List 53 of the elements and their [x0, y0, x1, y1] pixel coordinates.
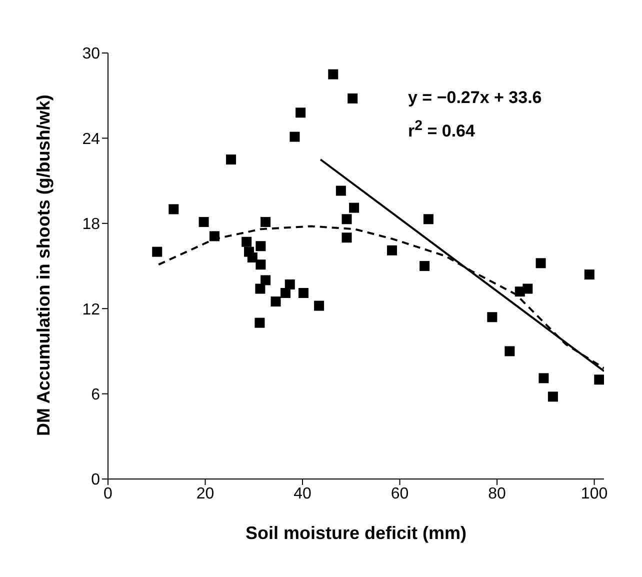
annotation: r$^{2}$ = 0.64 — [408, 118, 476, 142]
y-tick-label: 18 — [82, 216, 100, 234]
y-tick-label: 24 — [82, 130, 100, 148]
x-axis-title: Soil moisture deficit (mm) — [245, 523, 467, 543]
point — [348, 93, 358, 104]
point — [548, 392, 558, 402]
point — [314, 300, 324, 311]
point — [255, 284, 266, 294]
point — [260, 216, 271, 227]
x-tick-label: 0 — [104, 485, 113, 502]
point — [296, 108, 306, 118]
x-tick-label: 40 — [294, 485, 312, 502]
point — [342, 232, 352, 243]
x-tick-label: 80 — [488, 485, 506, 502]
point — [168, 204, 179, 214]
annotation: y = −0.27x + 33.6 — [408, 88, 542, 108]
y-tick-label: 30 — [82, 46, 100, 63]
point — [536, 258, 546, 268]
point — [290, 132, 300, 142]
point — [209, 231, 220, 242]
point — [584, 270, 594, 280]
x-tick-label: 60 — [390, 485, 409, 502]
point — [260, 275, 271, 286]
y-tick-label: 0 — [91, 472, 100, 489]
point — [328, 69, 338, 80]
point — [594, 374, 604, 385]
point — [423, 214, 434, 224]
y-tick-label: 6 — [91, 386, 100, 404]
y-tick-label: 12 — [82, 301, 100, 318]
point — [514, 286, 525, 297]
point — [226, 154, 236, 164]
point — [256, 241, 266, 252]
x-tick-label: 100 — [580, 485, 608, 502]
point — [270, 296, 281, 306]
y-axis-title: DM Accumulation in shoots (g/bush/wk) — [33, 94, 54, 436]
point — [487, 312, 498, 322]
point — [152, 246, 162, 257]
point — [280, 288, 290, 298]
point — [336, 186, 346, 196]
point — [349, 202, 360, 213]
point — [198, 216, 209, 227]
point — [256, 260, 266, 270]
point — [504, 346, 515, 356]
point — [538, 373, 549, 384]
point — [247, 252, 258, 262]
point — [386, 245, 397, 256]
point — [242, 236, 252, 247]
point — [284, 279, 295, 290]
point — [298, 288, 308, 298]
x-tick-label: 20 — [196, 485, 214, 502]
point — [342, 214, 352, 224]
point — [254, 318, 265, 328]
point — [420, 261, 430, 271]
